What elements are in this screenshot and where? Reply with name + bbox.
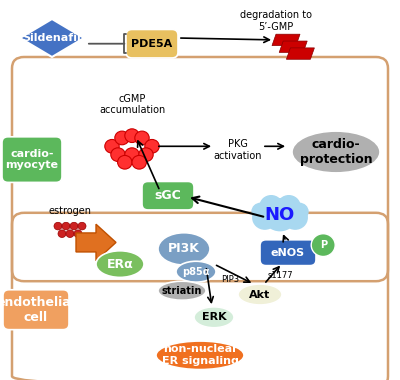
Text: degradation to
5’-GMP: degradation to 5’-GMP bbox=[240, 10, 312, 32]
Polygon shape bbox=[272, 34, 300, 46]
Text: striatin: striatin bbox=[162, 286, 202, 296]
Circle shape bbox=[290, 203, 308, 220]
Text: PIP3: PIP3 bbox=[221, 275, 239, 284]
Circle shape bbox=[70, 222, 78, 230]
Ellipse shape bbox=[158, 281, 206, 300]
Text: sGC: sGC bbox=[155, 189, 181, 202]
Circle shape bbox=[58, 230, 66, 238]
Text: estrogen: estrogen bbox=[48, 206, 92, 216]
FancyBboxPatch shape bbox=[126, 30, 178, 58]
Text: NO: NO bbox=[265, 206, 295, 224]
Ellipse shape bbox=[156, 341, 244, 369]
Ellipse shape bbox=[96, 251, 144, 277]
Text: endothelial
cell: endothelial cell bbox=[0, 296, 76, 324]
Circle shape bbox=[125, 148, 139, 161]
Text: ERα: ERα bbox=[107, 258, 133, 271]
Circle shape bbox=[263, 199, 297, 231]
Ellipse shape bbox=[176, 261, 216, 282]
Text: cardio-
myocyte: cardio- myocyte bbox=[6, 149, 58, 170]
FancyBboxPatch shape bbox=[2, 137, 62, 182]
Polygon shape bbox=[286, 48, 314, 59]
Text: PKG
activation: PKG activation bbox=[214, 139, 262, 161]
Circle shape bbox=[125, 129, 139, 142]
Circle shape bbox=[260, 196, 282, 217]
Circle shape bbox=[252, 203, 270, 220]
Circle shape bbox=[283, 206, 307, 229]
Circle shape bbox=[62, 222, 70, 230]
Ellipse shape bbox=[238, 284, 282, 305]
Circle shape bbox=[111, 148, 125, 161]
Text: PI3K: PI3K bbox=[168, 242, 200, 255]
Polygon shape bbox=[76, 224, 116, 261]
Text: Sildenafil: Sildenafil bbox=[23, 33, 81, 43]
Circle shape bbox=[139, 148, 153, 161]
FancyBboxPatch shape bbox=[260, 240, 316, 266]
Text: PDE5A: PDE5A bbox=[131, 39, 173, 49]
Text: Akt: Akt bbox=[249, 290, 271, 299]
Text: ERK: ERK bbox=[202, 312, 226, 322]
Text: P: P bbox=[320, 240, 327, 250]
Circle shape bbox=[54, 222, 62, 230]
Text: cGMP
accumulation: cGMP accumulation bbox=[99, 94, 165, 115]
Circle shape bbox=[132, 155, 146, 169]
Circle shape bbox=[135, 131, 149, 145]
Text: p85α: p85α bbox=[182, 267, 210, 277]
Circle shape bbox=[278, 196, 300, 217]
Circle shape bbox=[115, 131, 129, 145]
Circle shape bbox=[105, 139, 119, 153]
FancyBboxPatch shape bbox=[142, 182, 194, 210]
Circle shape bbox=[311, 234, 335, 256]
FancyBboxPatch shape bbox=[3, 290, 69, 329]
Polygon shape bbox=[279, 41, 307, 52]
Circle shape bbox=[78, 222, 86, 230]
Text: non-nuclear
ER signaling: non-nuclear ER signaling bbox=[162, 345, 238, 366]
Ellipse shape bbox=[292, 131, 380, 173]
Text: cardio-
protection: cardio- protection bbox=[300, 138, 372, 166]
Ellipse shape bbox=[158, 233, 210, 265]
Circle shape bbox=[66, 230, 74, 238]
Text: eNOS: eNOS bbox=[271, 248, 305, 258]
Ellipse shape bbox=[194, 307, 234, 328]
Text: s1177: s1177 bbox=[267, 271, 293, 280]
Circle shape bbox=[145, 139, 159, 153]
Circle shape bbox=[118, 155, 132, 169]
Circle shape bbox=[253, 206, 277, 229]
Polygon shape bbox=[20, 19, 84, 57]
Circle shape bbox=[74, 230, 82, 238]
